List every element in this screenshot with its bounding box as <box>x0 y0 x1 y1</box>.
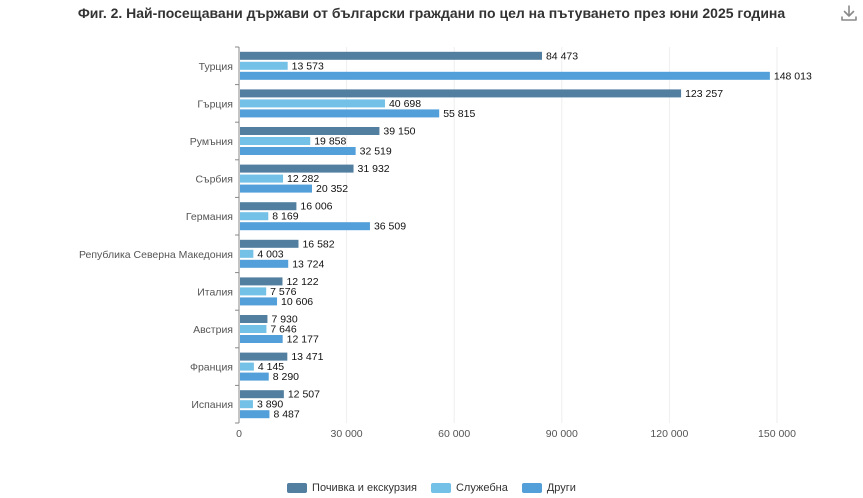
bar <box>240 127 380 135</box>
legend-swatch <box>430 483 451 493</box>
category-label: Република Северна Македония <box>79 249 233 261</box>
bar <box>240 372 269 381</box>
bar <box>240 71 770 80</box>
data-label: 8 290 <box>273 371 299 383</box>
data-label: 55 815 <box>443 108 475 120</box>
data-label: 8 487 <box>273 409 299 421</box>
legend: Почивка и екскурзия Служебна Други <box>0 480 863 496</box>
bar <box>240 249 254 258</box>
x-tick-label: 90 000 <box>546 428 578 440</box>
bar <box>240 147 356 155</box>
legend-label: Други <box>546 482 576 494</box>
data-label: 13 573 <box>292 60 324 72</box>
bar <box>240 184 312 193</box>
bar <box>240 164 354 173</box>
data-label: 4 145 <box>258 361 284 373</box>
category-label: Франция <box>190 362 233 374</box>
category-label: Румъния <box>190 136 233 148</box>
data-label: 4 003 <box>257 248 283 260</box>
bar <box>240 239 299 248</box>
x-tick-label: 120 000 <box>650 428 688 440</box>
bar <box>240 352 288 361</box>
bar <box>240 89 682 98</box>
data-label: 32 519 <box>360 146 392 158</box>
data-label: 16 006 <box>300 201 332 213</box>
x-tick-label: 60 000 <box>438 428 470 440</box>
category-label: Турция <box>199 61 233 73</box>
bar <box>240 202 297 211</box>
data-label: 7 646 <box>270 324 296 336</box>
data-label: 3 890 <box>257 399 283 411</box>
legend-item[interactable]: Служебна <box>430 482 508 494</box>
data-label: 16 582 <box>302 238 334 250</box>
data-label: 39 150 <box>383 126 415 138</box>
legend-swatch <box>287 483 308 493</box>
bar <box>240 335 283 343</box>
data-label: 7 576 <box>270 286 296 298</box>
bar <box>240 287 267 296</box>
download-icon <box>841 5 857 21</box>
bar <box>240 174 284 183</box>
bar <box>240 315 268 323</box>
data-label: 31 932 <box>358 163 390 175</box>
bar <box>240 390 284 399</box>
data-label: 12 507 <box>288 389 320 401</box>
bar <box>240 400 253 409</box>
legend-label: Служебна <box>455 482 508 494</box>
data-label: 7 930 <box>271 314 297 326</box>
data-label: 40 698 <box>389 98 421 110</box>
data-label: 84 473 <box>546 50 578 62</box>
bar-chart: 0 30 000 60 000 90 000 120 000 150 000 Турция 8… <box>79 46 812 440</box>
category-label: Австрия <box>193 324 233 336</box>
data-label: 123 257 <box>685 88 723 100</box>
bar <box>240 297 278 306</box>
bar <box>240 362 254 371</box>
data-label: 36 509 <box>374 221 406 233</box>
data-label: 148 013 <box>774 70 812 82</box>
download-button[interactable] <box>838 2 860 24</box>
category-label: Испания <box>191 399 233 411</box>
bar <box>240 99 385 108</box>
data-label: 8 169 <box>272 211 298 223</box>
data-label: 19 858 <box>314 136 346 148</box>
x-tick-label: 150 000 <box>758 428 796 440</box>
category-label: Италия <box>197 286 233 298</box>
legend-swatch <box>521 483 542 493</box>
data-label: 13 724 <box>292 258 324 270</box>
legend-item[interactable]: Почивка и екскурзия <box>287 482 417 494</box>
data-label: 10 606 <box>281 296 313 308</box>
bar <box>240 325 267 333</box>
bar <box>240 61 288 70</box>
data-label: 13 471 <box>291 351 323 363</box>
bar <box>240 51 542 60</box>
data-label: 12 177 <box>287 334 319 346</box>
x-tick-label: 30 000 <box>331 428 363 440</box>
bar <box>240 259 289 268</box>
bar <box>240 137 311 145</box>
category-label: Сърбия <box>195 174 233 186</box>
data-label: 20 352 <box>316 183 348 195</box>
data-label: 12 122 <box>286 276 318 288</box>
bar <box>240 212 269 221</box>
chart-title: Фиг. 2. Най-посещавани държави от българ… <box>77 5 786 21</box>
bar <box>240 277 283 286</box>
legend-label: Почивка и екскурзия <box>312 482 417 494</box>
category-label: Гърция <box>197 98 233 110</box>
legend-item[interactable]: Други <box>521 482 576 494</box>
bar <box>240 109 440 118</box>
category-label: Германия <box>186 211 233 223</box>
data-label: 12 282 <box>287 173 319 185</box>
bar <box>240 222 370 231</box>
x-tick-label: 0 <box>236 428 242 440</box>
bar <box>240 410 270 419</box>
